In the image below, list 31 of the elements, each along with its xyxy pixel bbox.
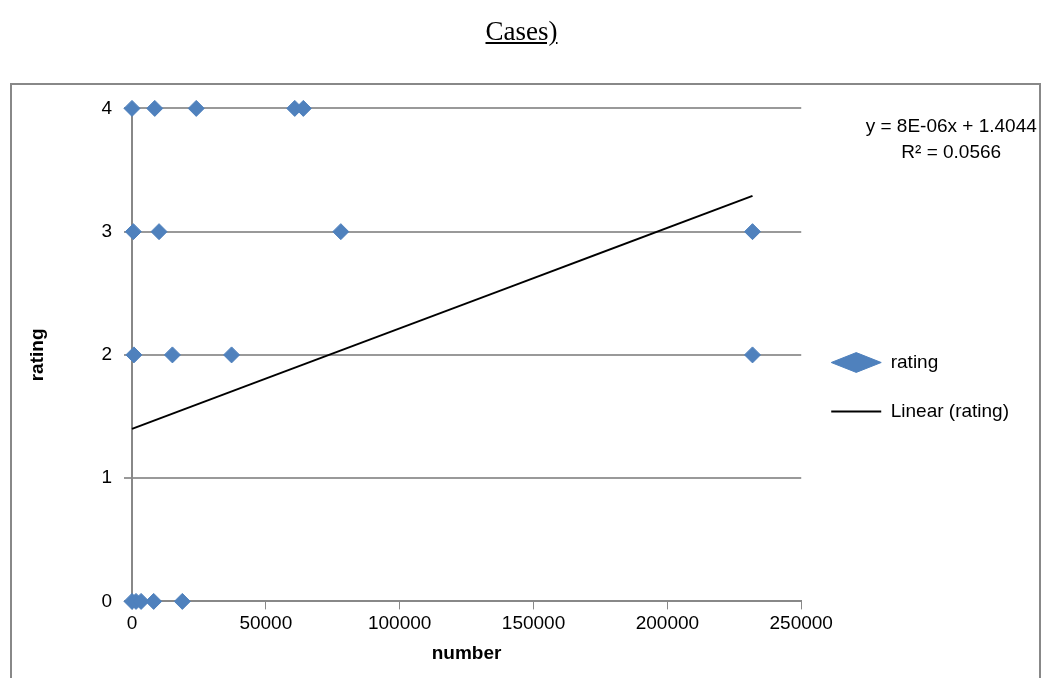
legend-label: rating xyxy=(890,350,939,372)
x-tick-label: 150000 xyxy=(501,612,566,634)
point xyxy=(332,223,350,241)
y-tick-label: 1 xyxy=(101,466,112,488)
point xyxy=(145,592,163,610)
x-tick-label: 0 xyxy=(126,612,138,634)
point xyxy=(163,346,181,364)
x-tick-label: 250000 xyxy=(769,612,833,634)
point xyxy=(223,346,241,364)
text: R² = 0.0566 xyxy=(901,141,1002,163)
point xyxy=(123,99,141,117)
y-axis-title: rating xyxy=(25,328,47,382)
text: y = 8E-06x + 1.4044 xyxy=(865,115,1038,137)
y-tick-label: 3 xyxy=(101,219,112,241)
point xyxy=(744,346,761,364)
y-tick-label: 2 xyxy=(101,343,112,365)
x-tick-label: 200000 xyxy=(635,612,700,634)
legend-label: Linear (rating) xyxy=(890,399,1009,421)
point xyxy=(125,346,143,364)
point xyxy=(187,99,205,117)
chart-title: Cases) xyxy=(484,16,559,47)
y-tick-label: 0 xyxy=(101,589,112,611)
point xyxy=(173,592,191,610)
y-tick-label: 4 xyxy=(101,96,113,118)
x-axis-title: number xyxy=(431,641,503,663)
x-tick-label: 100000 xyxy=(367,612,432,634)
point xyxy=(124,223,142,241)
x-tick-label: 50000 xyxy=(239,612,293,634)
point xyxy=(146,99,164,117)
point xyxy=(150,223,168,241)
point xyxy=(744,223,761,241)
